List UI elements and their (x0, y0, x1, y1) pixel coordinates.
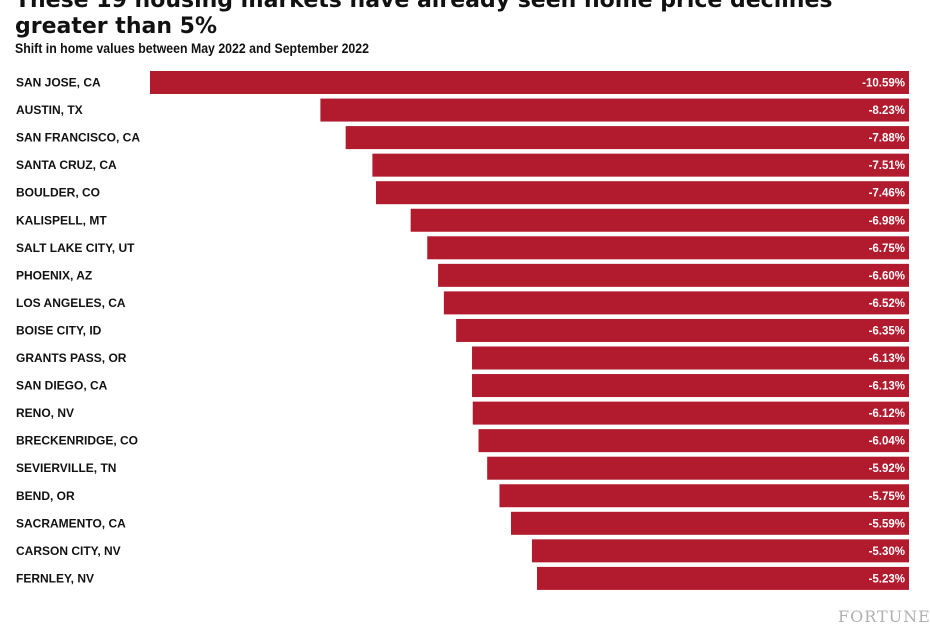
category-label: SACRAMENTO, CA (16, 516, 126, 530)
bar (472, 401, 909, 425)
category-label: PHOENIX, AZ (16, 268, 92, 282)
bar (499, 484, 909, 508)
bar (487, 456, 909, 480)
category-label: BEND, OR (16, 489, 75, 503)
category-label: KALISPELL, MT (16, 213, 107, 227)
value-label: -6.60% (869, 270, 905, 282)
chart-subtitle: Shift in home values between May 2022 an… (15, 40, 369, 56)
bar (456, 318, 909, 342)
category-label: SAN DIEGO, CA (16, 379, 108, 393)
bar (472, 346, 909, 370)
bar (478, 429, 909, 453)
bar (375, 181, 909, 205)
category-label: LOS ANGELES, CA (16, 296, 126, 310)
bar (443, 291, 909, 315)
bar (372, 153, 909, 177)
bar (511, 511, 909, 535)
value-label: -6.13% (869, 381, 905, 393)
value-label: -7.46% (869, 188, 905, 200)
value-label: -5.92% (869, 463, 905, 475)
bar (320, 98, 909, 122)
bar (537, 566, 909, 590)
bar (150, 71, 909, 94)
category-label: BRECKENRIDGE, CO (16, 434, 138, 448)
bar (410, 208, 909, 232)
category-label: SAN FRANCISCO, CA (16, 131, 140, 145)
category-label: CARSON CITY, NV (16, 544, 121, 558)
category-label: BOULDER, CO (16, 186, 100, 200)
value-label: -7.51% (869, 160, 905, 172)
category-label: RENO, NV (16, 406, 74, 420)
bar (531, 539, 909, 563)
value-label: -10.59% (862, 78, 905, 90)
category-label: FERNLEY, NV (16, 571, 94, 585)
value-label: -8.23% (869, 105, 905, 117)
bar (472, 374, 909, 398)
value-label: -6.52% (869, 298, 905, 310)
value-label: -5.75% (869, 491, 905, 503)
value-label: -5.30% (869, 546, 905, 558)
bar (427, 236, 909, 260)
value-label: -7.88% (869, 133, 905, 145)
value-label: -6.75% (869, 243, 905, 255)
category-label: BOISE CITY, ID (16, 323, 102, 337)
value-label: -5.59% (869, 518, 905, 530)
bar (438, 263, 909, 287)
category-label: GRANTS PASS, OR (16, 351, 127, 365)
bar (345, 126, 910, 150)
category-label: SALT LAKE CITY, UT (16, 241, 135, 255)
value-label: -6.35% (869, 325, 905, 337)
category-label: SEVIERVILLE, TN (16, 461, 116, 475)
value-label: -5.23% (869, 573, 905, 585)
category-label: SANTA CRUZ, CA (16, 158, 117, 172)
value-label: -6.12% (869, 408, 905, 420)
category-label: SAN JOSE, CA (16, 76, 101, 90)
value-label: -6.13% (869, 353, 905, 365)
value-label: -6.04% (869, 436, 905, 448)
chart-title: These 19 housing markets have already se… (15, 0, 833, 39)
category-label: AUSTIN, TX (16, 103, 83, 117)
fortune-logo: FORTUNE (838, 607, 930, 626)
value-label: -6.98% (869, 215, 905, 227)
